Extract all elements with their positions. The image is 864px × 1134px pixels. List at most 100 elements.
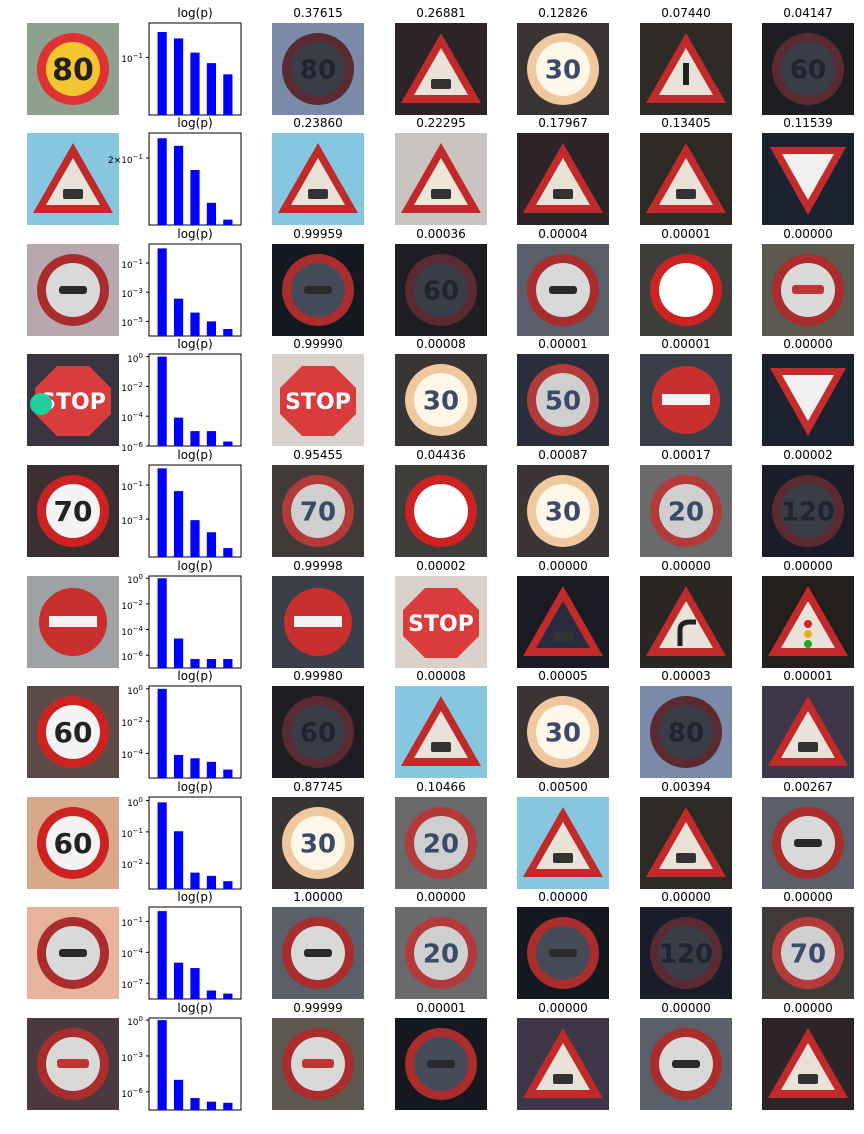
svg-text:60: 60 — [54, 716, 93, 749]
match-image: 30 — [517, 686, 609, 778]
no-overtaking-dark-image — [272, 244, 364, 336]
svg-text:20: 20 — [423, 829, 459, 859]
query-image — [27, 907, 119, 999]
no-overtaking-image — [640, 1018, 732, 1110]
match-image — [395, 465, 487, 557]
y-tick-label: 10−2 — [121, 858, 143, 872]
bar — [157, 31, 167, 115]
y-tick-label: 100 — [127, 351, 143, 365]
match-image — [640, 1018, 732, 1110]
match-image — [640, 133, 732, 225]
match-image: STOP — [395, 576, 487, 668]
no-entry-side-view-image — [27, 576, 119, 668]
no-vehicles-image — [640, 244, 732, 336]
svg-text:70: 70 — [54, 495, 93, 528]
svg-text:30: 30 — [545, 718, 581, 748]
curve-right-triangle-image — [640, 576, 732, 668]
bar — [206, 202, 217, 225]
chart-title: log(p) — [177, 669, 213, 683]
y-tick-label: 10−1 — [121, 916, 143, 930]
traffic-signals-triangle-image — [762, 576, 854, 668]
y-tick-label: 10−3 — [121, 287, 143, 301]
y-tick-label: 10−3 — [121, 514, 143, 528]
svg-text:30: 30 — [423, 386, 459, 416]
match-image — [640, 354, 732, 446]
match-image — [272, 244, 364, 336]
log-prob-chart — [146, 353, 242, 447]
svg-text:STOP: STOP — [408, 612, 474, 637]
svg-text:30: 30 — [545, 497, 581, 527]
match-image — [395, 133, 487, 225]
y-tick-label: 10−2 — [121, 381, 143, 395]
bar — [223, 1102, 233, 1110]
bar — [223, 993, 233, 999]
bar — [206, 431, 217, 446]
match-image — [395, 23, 487, 115]
query-image — [27, 133, 119, 225]
query-image — [27, 576, 119, 668]
match-image: 50 — [517, 354, 609, 446]
bar — [173, 962, 184, 999]
bar — [206, 761, 217, 778]
chart-title: log(p) — [177, 559, 213, 573]
match-image — [640, 576, 732, 668]
query-image: STOP — [27, 354, 119, 446]
match-probability: 0.00000 — [538, 559, 588, 573]
match-probability: 0.00000 — [783, 1001, 833, 1015]
bar — [190, 520, 200, 557]
match-probability: 0.99990 — [293, 337, 343, 351]
match-probability: 0.00000 — [661, 1001, 711, 1015]
match-probability: 0.00001 — [783, 669, 833, 683]
y-tick-label: 10−6 — [121, 1086, 143, 1100]
match-image — [517, 797, 609, 889]
speed-30-bright-image: 30 — [517, 465, 609, 557]
bar — [223, 74, 233, 115]
speed-20-image: 20 — [395, 907, 487, 999]
children-triangle-image — [640, 797, 732, 889]
match-probability: 0.00000 — [661, 559, 711, 573]
chart-title: log(p) — [177, 6, 213, 20]
yield-image — [762, 133, 854, 225]
svg-text:20: 20 — [668, 497, 704, 527]
log-prob-chart — [146, 906, 242, 1000]
bar — [190, 659, 200, 668]
bumpy-road-triangle-image — [27, 133, 119, 225]
y-tick-label: 10−2 — [121, 598, 143, 612]
svg-text:60: 60 — [790, 55, 826, 85]
chart-title: log(p) — [177, 780, 213, 794]
match-image — [272, 133, 364, 225]
match-probability: 0.99998 — [293, 559, 343, 573]
match-image — [517, 907, 609, 999]
exclamation-triangle-image — [640, 23, 732, 115]
match-image: 30 — [517, 23, 609, 115]
y-tick-label: 10−2 — [121, 716, 143, 730]
no-entry-image — [640, 354, 732, 446]
bar — [157, 356, 167, 446]
log-prob-chart — [146, 685, 242, 779]
match-probability: 0.00000 — [661, 890, 711, 904]
bar — [157, 468, 167, 557]
bar — [173, 417, 184, 446]
svg-text:80: 80 — [300, 55, 336, 85]
match-image: 60 — [762, 23, 854, 115]
no-entry-image — [272, 576, 364, 668]
match-image — [395, 1018, 487, 1110]
match-image: 30 — [272, 797, 364, 889]
match-probability: 0.00000 — [416, 890, 466, 904]
y-tick-label: 10−6 — [121, 441, 143, 454]
match-image — [762, 354, 854, 446]
match-image: 80 — [640, 686, 732, 778]
match-image — [762, 576, 854, 668]
slippery-triangle-image — [762, 686, 854, 778]
speed-50-image: 50 — [517, 354, 609, 446]
chart-title: log(p) — [177, 227, 213, 241]
match-probability: 0.00000 — [783, 227, 833, 241]
match-image — [272, 907, 364, 999]
bar — [173, 38, 184, 116]
match-probability: 0.04147 — [783, 6, 833, 20]
match-image: 70 — [272, 465, 364, 557]
speed-60-dark-image: 60 — [395, 244, 487, 336]
chart-title: log(p) — [177, 1001, 213, 1015]
y-tick-label: 100 — [127, 795, 143, 809]
match-probability: 0.00001 — [416, 1001, 466, 1015]
